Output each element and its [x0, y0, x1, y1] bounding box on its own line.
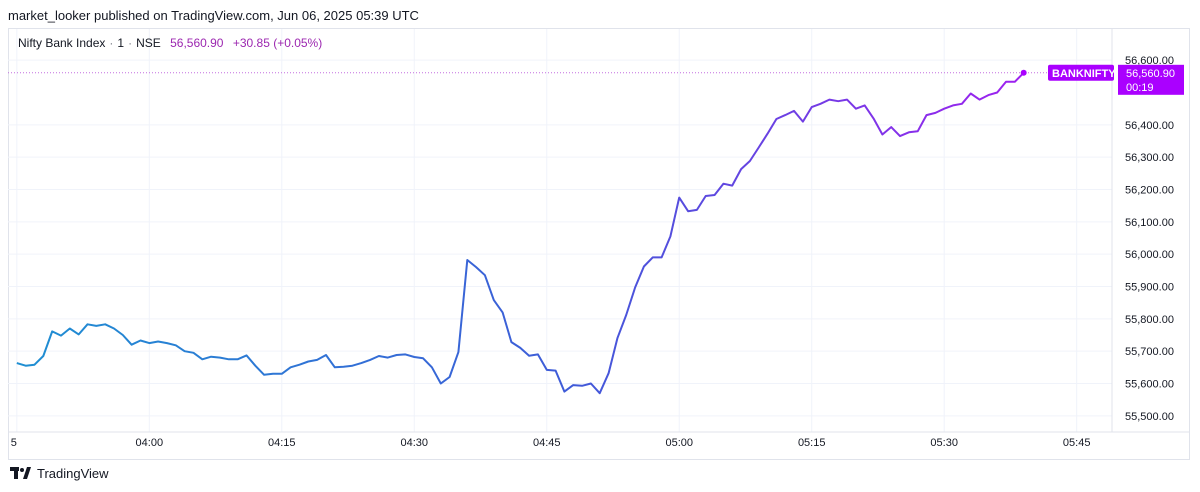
y-tick-label: 56,100.00	[1125, 217, 1174, 229]
last-price-dot	[1020, 69, 1027, 76]
tradingview-brand: TradingView	[37, 466, 109, 481]
price-labels: BANKNIFTY 56,560.90 00:19	[1048, 64, 1184, 95]
x-tick-label: 05:15	[798, 437, 826, 449]
legend-separator: ·	[109, 36, 114, 50]
y-tick-label: 56,300.00	[1125, 152, 1174, 164]
x-tick-label: 04:30	[401, 437, 429, 449]
y-tick-label: 55,500.00	[1125, 411, 1174, 423]
ticker-label: BANKNIFTY	[1052, 68, 1116, 80]
tradingview-logo-icon	[10, 466, 32, 481]
chart-frame	[8, 28, 1190, 460]
chart-legend: Nifty Bank Index · 1 · NSE 56,560.90 +30.85 …	[18, 36, 322, 50]
price-label-value: 56,560.90	[1126, 68, 1175, 80]
y-tick-label: 55,700.00	[1125, 346, 1174, 358]
price-label-bg	[1118, 64, 1184, 95]
x-tick-label: 05:00	[665, 437, 693, 449]
legend-price: 56,560.90	[170, 36, 224, 50]
x-tick-label: 04:00	[136, 437, 164, 449]
x-axis: 5 04:00 04:15 04:30 04:45 05:00 05:15 05:30 05:4…	[11, 437, 1091, 449]
footer[interactable]: TradingView	[10, 466, 109, 481]
publish-line: market_looker published on TradingView.c…	[8, 8, 419, 23]
legend-separator: ·	[128, 36, 133, 50]
y-tick-label: 56,000.00	[1125, 249, 1174, 261]
legend-interval: 1	[117, 36, 125, 50]
y-axis: 56,600.00 56,400.00 56,300.00 56,200.00 56,1…	[1125, 55, 1174, 423]
y-tick-label: 56,400.00	[1125, 120, 1174, 132]
x-tick-label: 05:30	[930, 437, 958, 449]
grid	[8, 29, 1189, 433]
y-tick-label: 56,600.00	[1125, 55, 1174, 67]
x-tick-label: 04:15	[268, 437, 296, 449]
ticker-label-bg	[1048, 64, 1114, 81]
price-series-line	[16, 72, 1025, 395]
price-label-countdown: 00:19	[1126, 82, 1154, 94]
x-tick-label: 05:45	[1063, 437, 1091, 449]
x-tick-label: 5	[11, 437, 17, 449]
legend-exchange: NSE	[136, 36, 161, 50]
y-tick-label: 56,200.00	[1125, 185, 1174, 197]
x-tick-label: 04:45	[533, 437, 561, 449]
legend-change: +30.85 (+0.05%)	[232, 36, 323, 50]
y-tick-label: 55,600.00	[1125, 379, 1174, 391]
legend-symbol: Nifty Bank Index	[18, 36, 106, 50]
y-tick-label: 55,900.00	[1125, 282, 1174, 294]
y-tick-label: 55,800.00	[1125, 314, 1174, 326]
